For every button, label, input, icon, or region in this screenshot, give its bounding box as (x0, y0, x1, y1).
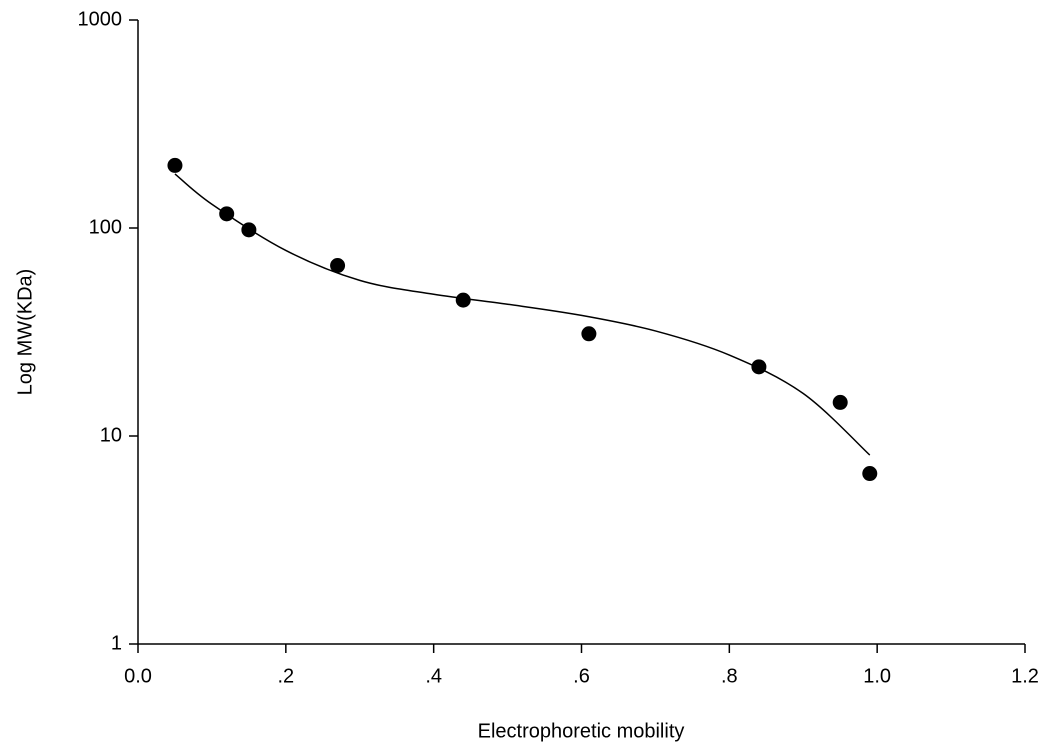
data-point (455, 292, 471, 308)
x-tick-label: .4 (425, 665, 442, 687)
data-point (751, 359, 767, 375)
data-point (862, 466, 878, 482)
x-tick-label: 1.0 (863, 665, 891, 687)
x-tick-label: .8 (721, 665, 738, 687)
data-point (330, 258, 346, 274)
data-point (219, 206, 235, 222)
y-axis-label: Log MW(KDa) (14, 269, 36, 396)
y-tick-label: 1 (111, 632, 122, 654)
data-point (241, 222, 257, 238)
y-tick-label: 10 (100, 424, 122, 446)
data-point (581, 326, 597, 342)
x-tick-label: 1.2 (1011, 665, 1039, 687)
data-point (832, 394, 848, 410)
x-tick-label: .6 (573, 665, 590, 687)
x-tick-label: 0.0 (124, 665, 152, 687)
y-tick-label: 1000 (78, 8, 123, 30)
fit-curve (174, 173, 871, 456)
y-tick-label: 100 (89, 216, 122, 238)
x-axis-label: Electrophoretic mobility (478, 720, 685, 742)
x-tick-label: .2 (277, 665, 294, 687)
data-point (167, 157, 183, 173)
